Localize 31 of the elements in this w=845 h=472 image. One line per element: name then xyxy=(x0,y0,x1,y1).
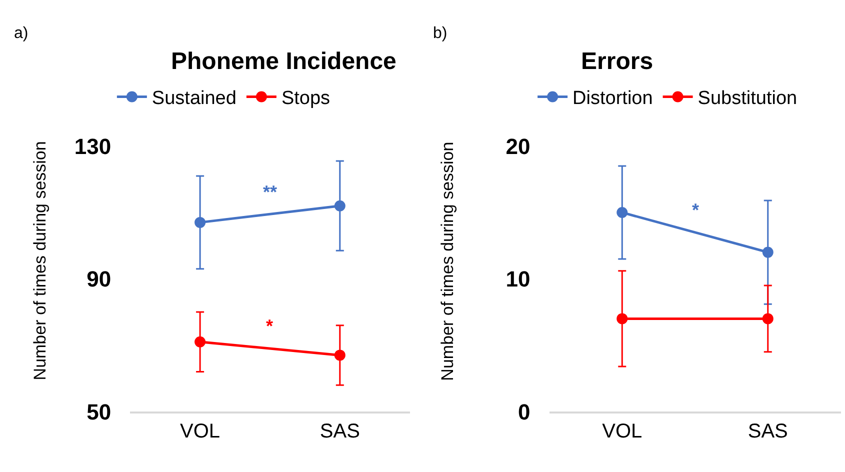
chart-title: Errors xyxy=(581,48,654,75)
point xyxy=(194,216,206,228)
legend-label: Sustained xyxy=(152,88,236,110)
y-axis-title: Number of times during session xyxy=(438,142,457,381)
y-tick-label: 10 xyxy=(506,266,530,292)
y-tick-label: 20 xyxy=(506,134,530,159)
annotation: * xyxy=(692,200,700,220)
x-tick-label: SAS xyxy=(320,420,360,442)
point xyxy=(762,313,774,324)
x-tick-label: SAS xyxy=(748,420,788,442)
point xyxy=(762,246,774,258)
legend-label: Stops xyxy=(281,88,330,110)
y-tick-label: 0 xyxy=(518,399,530,424)
y-axis-title: Number of times during session xyxy=(30,141,50,380)
text: b) xyxy=(433,25,448,42)
annotation: * xyxy=(266,316,274,336)
legend-label: Substitution xyxy=(698,88,798,110)
x-tick-label: VOL xyxy=(180,420,220,442)
text: a) xyxy=(14,25,28,42)
chart-title: Phoneme Incidence xyxy=(171,48,396,75)
point xyxy=(616,206,628,218)
point xyxy=(334,200,346,212)
y-tick-label: 130 xyxy=(74,134,112,159)
point xyxy=(194,336,206,348)
point xyxy=(616,313,628,324)
annotation: ** xyxy=(263,182,278,202)
y-tick-label: 50 xyxy=(86,399,112,424)
y-tick-label: 90 xyxy=(86,266,112,292)
point xyxy=(334,350,346,361)
x-tick-label: VOL xyxy=(602,420,642,442)
legend-label: Distortion xyxy=(572,88,653,110)
